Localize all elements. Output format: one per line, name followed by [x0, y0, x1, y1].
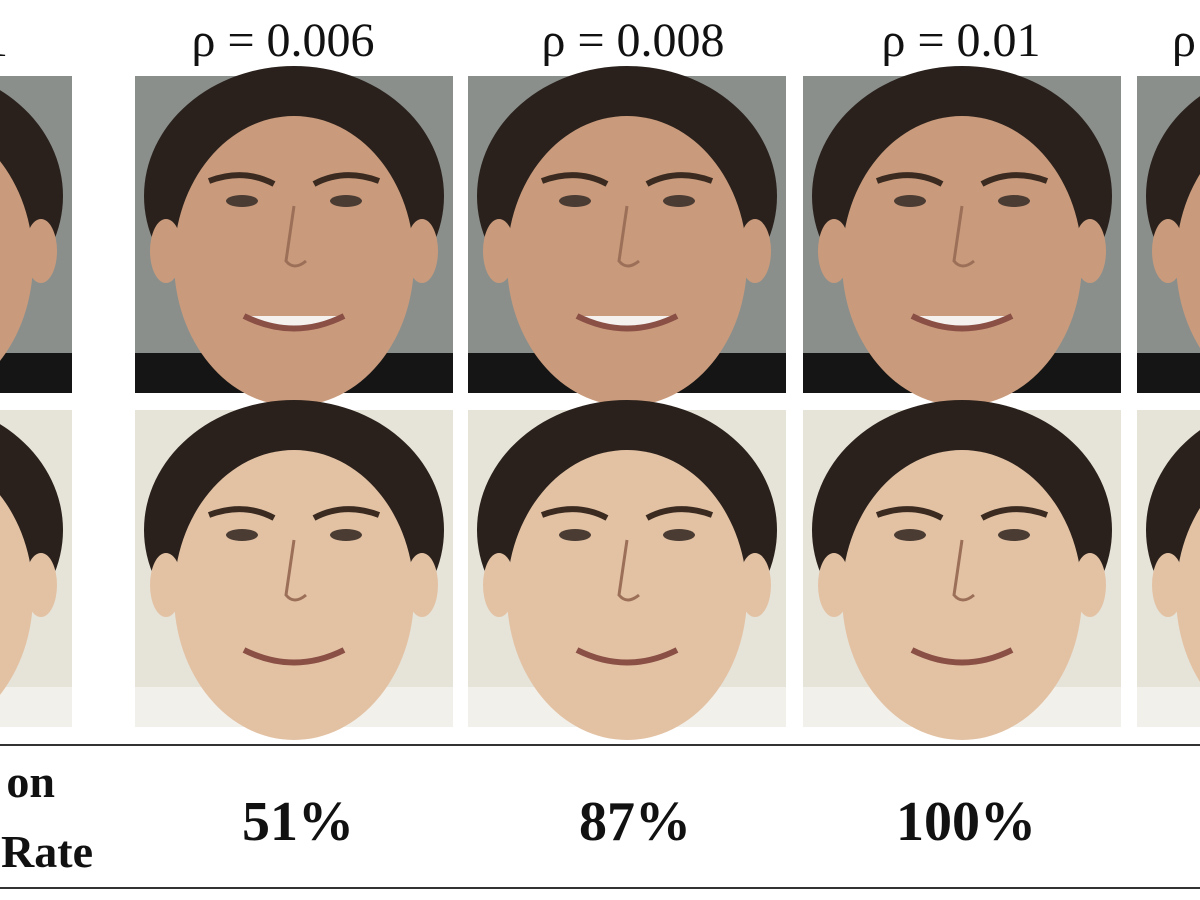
- face-image: [468, 400, 786, 740]
- eye: [663, 529, 695, 541]
- ear: [406, 219, 438, 283]
- eyebrow: [207, 506, 276, 521]
- ear: [1152, 553, 1184, 617]
- face: [0, 161, 33, 361]
- shirt: [0, 687, 72, 727]
- eye: [663, 195, 695, 207]
- face: [174, 450, 414, 740]
- column-header: ρ = 0.008: [541, 14, 724, 67]
- success-rate: 51%: [242, 791, 354, 853]
- face-image: [135, 400, 453, 740]
- nose: [284, 539, 307, 602]
- face-image: [803, 400, 1121, 740]
- eye: [330, 529, 362, 541]
- mouth: [242, 313, 346, 332]
- face: [1176, 174, 1200, 348]
- ear: [150, 553, 182, 617]
- ear: [818, 553, 850, 617]
- face-image: [1137, 76, 1200, 393]
- eye: [894, 195, 926, 207]
- success-rate: 87%: [579, 791, 691, 853]
- face-image: [1137, 410, 1200, 727]
- ear: [1152, 219, 1184, 283]
- eyebrow: [312, 506, 381, 521]
- face: [842, 116, 1082, 406]
- eye: [330, 195, 362, 207]
- ear: [406, 553, 438, 617]
- face: [842, 450, 1082, 740]
- eyebrow: [980, 506, 1049, 521]
- nose: [617, 205, 640, 268]
- face-image: [803, 66, 1121, 406]
- ear: [818, 219, 850, 283]
- eye: [559, 195, 591, 207]
- eyebrow: [540, 172, 609, 187]
- eyebrow: [875, 506, 944, 521]
- mouth: [910, 313, 1014, 332]
- ear: [25, 219, 57, 283]
- nose: [284, 205, 307, 268]
- shirt: [0, 353, 72, 393]
- ear: [25, 553, 57, 617]
- eye: [998, 529, 1030, 541]
- mouth: [242, 647, 346, 666]
- column-header: ρ = 0.006: [191, 14, 374, 67]
- mouth: [910, 647, 1014, 666]
- ear: [1074, 219, 1106, 283]
- eye: [226, 529, 258, 541]
- face-image: [468, 66, 786, 406]
- face: [507, 116, 747, 406]
- ear: [150, 219, 182, 283]
- mouth: [575, 647, 679, 666]
- eye: [998, 195, 1030, 207]
- face: [174, 116, 414, 406]
- ear: [739, 219, 771, 283]
- ear: [739, 553, 771, 617]
- ear: [1074, 553, 1106, 617]
- face: [0, 495, 33, 695]
- success-rate: 100%: [896, 791, 1036, 853]
- eyebrow: [207, 172, 276, 187]
- nose: [952, 539, 975, 602]
- face-grid: [0, 66, 1200, 740]
- eye: [559, 529, 591, 541]
- row-label: Rate: [1, 826, 93, 877]
- shirt: [1137, 687, 1200, 727]
- nose: [617, 539, 640, 602]
- eyebrow: [312, 172, 381, 187]
- mouth: [575, 313, 679, 332]
- column-header: 1: [0, 14, 8, 67]
- nose: [952, 205, 975, 268]
- face-image: [135, 66, 453, 406]
- row-label: on: [6, 756, 55, 807]
- column-header: ρ: [1172, 14, 1196, 67]
- face: [1176, 508, 1200, 682]
- eye: [226, 195, 258, 207]
- ear: [483, 553, 515, 617]
- eyebrow: [980, 172, 1049, 187]
- shirt: [1137, 353, 1200, 393]
- face-image: [0, 410, 72, 727]
- face-image: [0, 76, 72, 393]
- ear: [483, 219, 515, 283]
- eyebrow: [645, 172, 714, 187]
- eye: [894, 529, 926, 541]
- face: [507, 450, 747, 740]
- eyebrow: [645, 506, 714, 521]
- eyebrow: [540, 506, 609, 521]
- column-header: ρ = 0.01: [881, 14, 1040, 67]
- eyebrow: [875, 172, 944, 187]
